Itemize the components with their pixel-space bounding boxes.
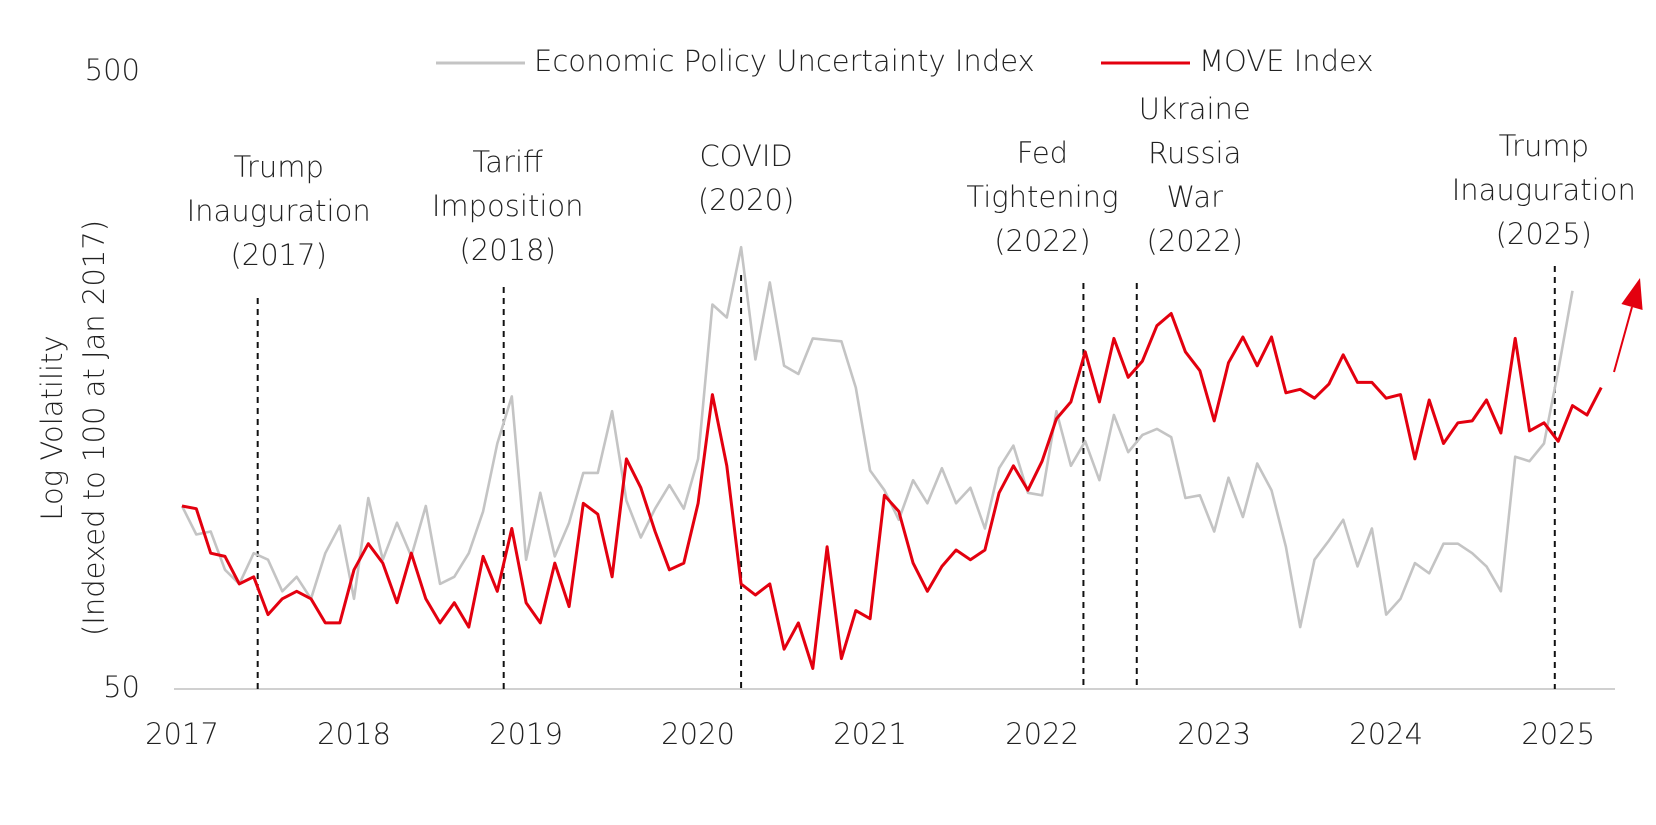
x-tick-label: 2022 [1005, 717, 1079, 751]
x-tick-label: 2019 [489, 717, 563, 751]
annotation-text: (2020) [698, 183, 794, 217]
y-tick-label: 500 [85, 53, 140, 87]
x-tick-label: 2024 [1349, 717, 1423, 751]
annotation-text: Trump [233, 150, 323, 184]
x-tick-label: 2018 [317, 717, 391, 751]
x-tick-label: 2017 [145, 717, 219, 751]
trend-arrow [1613, 306, 1633, 373]
y-axis-label: (Indexed to 100 at Jan 2017) [77, 220, 111, 636]
annotation-text: (2017) [230, 238, 326, 272]
annotation-text: Inauguration [1452, 173, 1636, 207]
annotation-text: (2018) [459, 233, 555, 267]
annotation-text: (2022) [1147, 224, 1243, 258]
annotation-text: Imposition [432, 189, 584, 223]
legend-label: MOVE Index [1199, 44, 1374, 78]
arrow-head [1621, 278, 1643, 310]
annotation-text: War [1167, 180, 1224, 214]
legend-label: Economic Policy Uncertainty Index [534, 44, 1035, 78]
x-tick-label: 2020 [661, 717, 735, 751]
annotation-text: COVID [699, 139, 792, 173]
series-line [180, 245, 1574, 629]
series-line [181, 312, 1603, 670]
annotation-text: (2022) [994, 224, 1090, 258]
annotation-text: Inauguration [187, 194, 371, 228]
ylabel: Log Volatility (Indexed to 100 at Jan 20… [35, 220, 111, 636]
annotation-text: Tightening [966, 180, 1118, 214]
y-tick-label: 50 [103, 670, 140, 704]
annotation-text: Trump [1499, 129, 1589, 163]
annotation-text: Russia [1148, 136, 1241, 170]
annotation-text: (2025) [1496, 217, 1592, 251]
annotation-text: Fed [1017, 136, 1068, 170]
annotation-text: Ukraine [1139, 92, 1251, 126]
y-axis-label: Log Volatility [35, 335, 69, 520]
x-tick-label: 2023 [1177, 717, 1251, 751]
annotation-text: Tariff [472, 145, 543, 179]
x-tick-label: 2021 [833, 717, 907, 751]
x-tick-label: 2025 [1521, 717, 1595, 751]
